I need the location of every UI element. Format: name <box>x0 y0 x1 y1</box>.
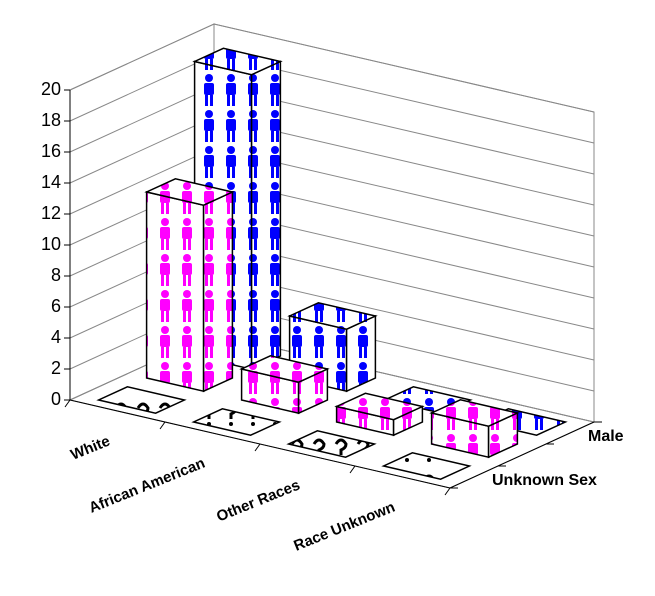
bar-top <box>429 399 520 427</box>
y-tick-label: 12 <box>41 203 61 223</box>
bar-top <box>96 386 187 414</box>
x-tick <box>444 487 451 496</box>
bar <box>191 408 282 436</box>
bar-side <box>250 60 282 371</box>
bar-top <box>192 47 283 76</box>
bar-top <box>381 452 472 480</box>
y-tick-label: 8 <box>51 265 61 285</box>
y-tick-label: 16 <box>41 141 61 161</box>
grid-line <box>69 85 595 175</box>
y-tick-label: 20 <box>41 79 61 99</box>
bar-top <box>334 392 425 421</box>
x-tick-label: White <box>68 433 112 464</box>
x-tick <box>64 399 71 408</box>
bar <box>429 399 520 459</box>
y-tick-label: 4 <box>51 327 61 347</box>
bar-top <box>144 178 235 206</box>
bar <box>334 392 425 437</box>
y-tick-label: 14 <box>41 172 61 192</box>
x-tick-label: African American <box>86 455 207 517</box>
bar-top <box>287 302 378 330</box>
x-tick-label: Race Unknown <box>291 499 397 555</box>
x-tick <box>349 465 356 474</box>
depth-label: Unknown Sex <box>492 472 597 489</box>
bar <box>96 386 187 414</box>
x-tick <box>254 443 261 452</box>
bar <box>286 430 377 458</box>
y-tick-label: 0 <box>51 389 61 409</box>
x-tick <box>159 421 166 430</box>
depth-label: Male <box>588 428 624 445</box>
depth-axis <box>449 421 595 489</box>
y-tick-label: 6 <box>51 296 61 316</box>
y-tick-label: 10 <box>41 234 61 254</box>
bar-top <box>239 355 330 383</box>
y-tick-label: 18 <box>41 110 61 130</box>
bar-side <box>202 190 234 393</box>
bar <box>239 355 330 415</box>
grid-line <box>69 54 595 144</box>
x-tick-label: Other Races <box>214 477 302 526</box>
bar <box>381 452 472 480</box>
grid-line <box>69 23 595 113</box>
bar-front <box>145 191 205 393</box>
bar-top <box>286 430 377 458</box>
bar-top <box>191 408 282 436</box>
y-tick-label: 2 <box>51 358 61 378</box>
bar <box>144 178 235 393</box>
